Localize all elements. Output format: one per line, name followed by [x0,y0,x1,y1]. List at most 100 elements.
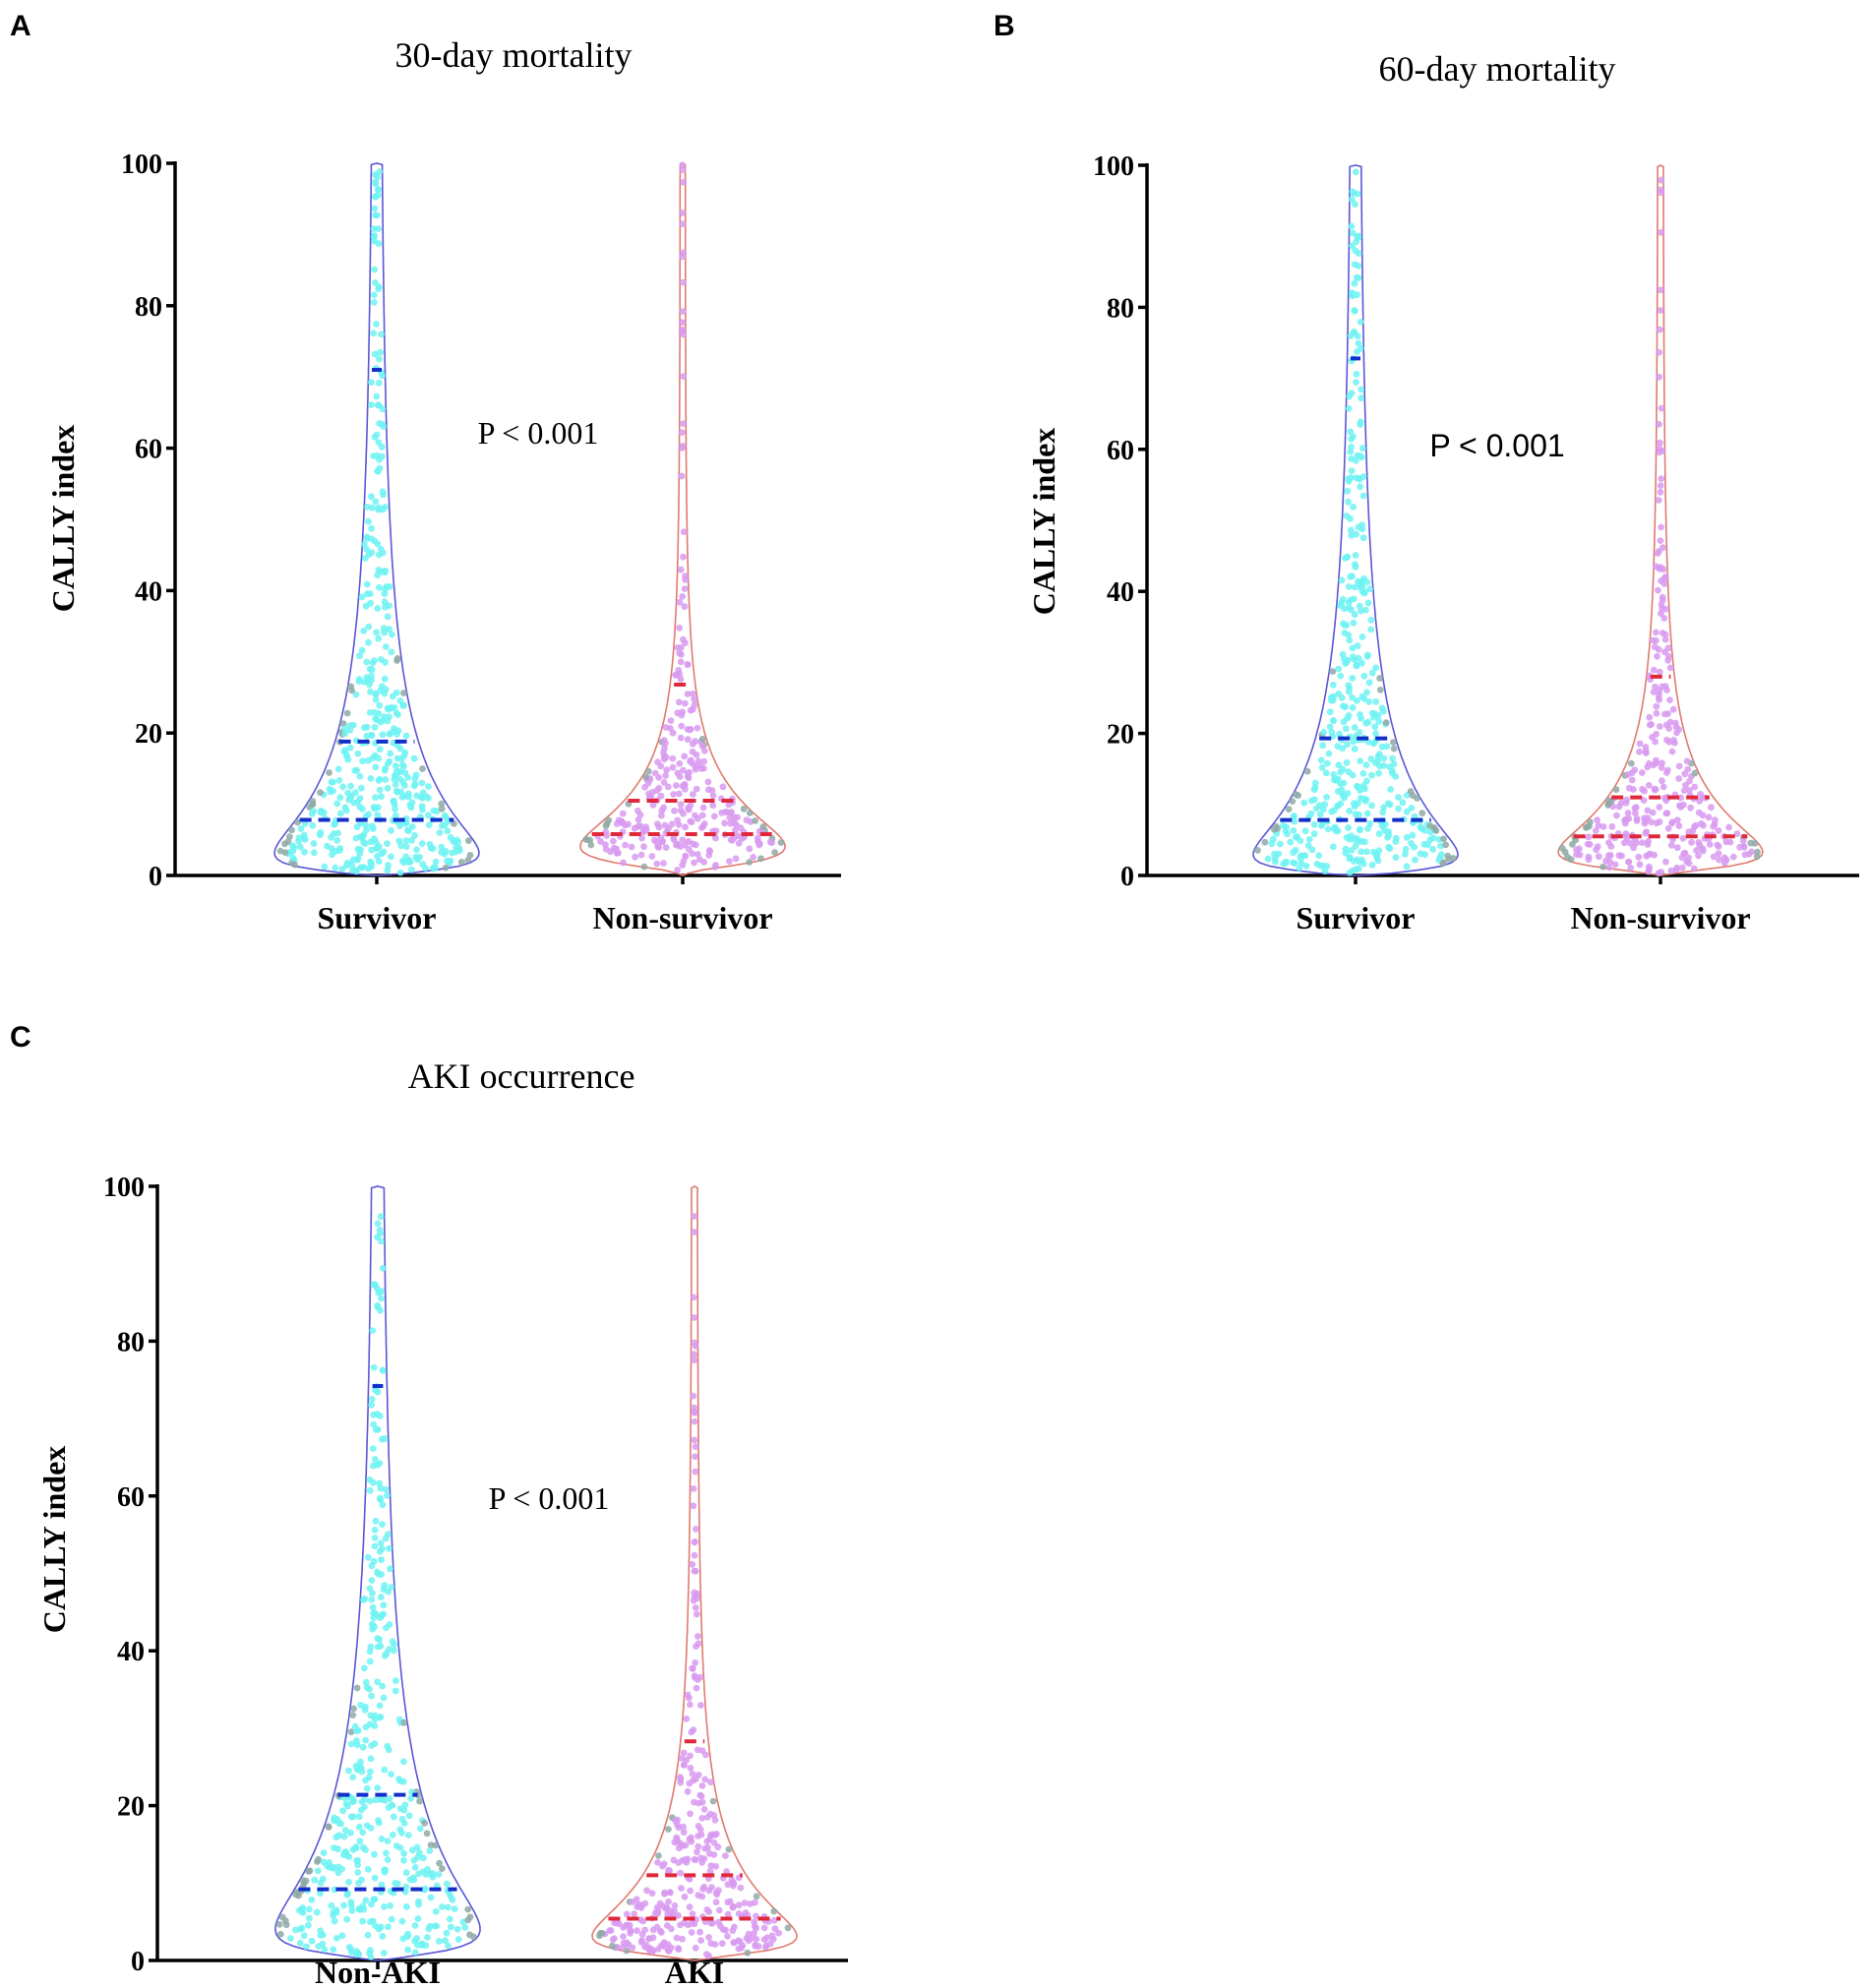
data-point [1323,794,1330,801]
data-point [405,1832,412,1838]
data-point [637,1939,645,1946]
data-point [1585,833,1593,841]
data-point [1359,473,1367,480]
data-point [1627,865,1634,872]
data-point [1656,668,1663,676]
data-point [692,1658,699,1666]
p-value-annotation: P < 0.001 [489,1480,610,1516]
data-point [384,784,392,792]
data-point [363,723,371,731]
data-point [1594,816,1600,824]
data-point [679,593,687,600]
data-point [698,735,706,743]
data-point [700,1806,708,1813]
data-point [731,1923,738,1931]
data-point [729,836,736,844]
data-point [379,452,386,460]
data-point [1297,837,1304,845]
data-point [690,1777,696,1784]
data-point [712,1863,720,1870]
data-point [1648,721,1655,728]
data-point [358,593,366,601]
data-point [1676,802,1683,810]
data-point [361,555,369,562]
data-point [373,845,380,852]
data-point [382,504,389,511]
data-point [338,866,346,873]
data-point [1290,859,1297,867]
data-point [378,793,385,801]
data-point [376,168,384,175]
data-point [606,1927,614,1935]
data-point [427,1870,434,1878]
data-point [1254,847,1261,854]
data-point [352,1951,360,1958]
data-point [1585,856,1593,864]
data-point [1622,832,1630,840]
data-point [342,752,350,759]
data-point [461,1924,469,1931]
y-tick-label: 40 [117,1637,145,1667]
data-point [680,1749,688,1757]
data-point [1409,831,1417,839]
data-point [382,643,390,650]
data-point [1355,783,1361,791]
data-point [694,1633,701,1640]
data-point [1659,777,1665,785]
data-point [320,809,328,816]
data-point [1318,764,1326,771]
data-point [385,1923,392,1931]
data-point [404,773,411,781]
data-point [1654,652,1660,660]
data-point [746,810,754,816]
data-point [661,1889,668,1897]
data-point [367,775,375,782]
data-point [1669,818,1676,826]
data-point [374,1388,382,1396]
data-point [368,822,376,830]
data-point [371,1712,379,1719]
data-point [1375,847,1383,854]
data-point [427,1841,435,1849]
data-point [386,730,393,738]
plot-area: 0 20 40 60 80 100 [1093,151,1859,892]
data-point [321,1946,329,1954]
data-point [385,862,392,869]
data-point [1655,645,1662,653]
data-point [1605,839,1612,846]
data-point [1383,743,1391,751]
data-point [682,823,689,831]
data-point [1348,532,1356,539]
data-point [1658,176,1664,184]
data-point [352,1844,360,1852]
data-point [1349,693,1356,701]
data-point [1659,604,1665,612]
data-point [1344,741,1351,749]
data-point [396,697,404,704]
data-point [385,759,392,767]
data-point [342,1800,350,1807]
data-point [699,1886,706,1893]
data-point [305,1868,313,1875]
data-point [715,1887,722,1895]
data-point [424,812,432,819]
data-point [1605,864,1613,872]
data-point [644,767,652,775]
data-point [1348,832,1356,839]
data-point [1729,853,1737,861]
data-point [1352,561,1358,569]
data-point [380,1586,388,1594]
data-point [694,1833,701,1839]
data-point [700,859,708,866]
data-point [1592,827,1599,834]
data-point [692,1453,698,1461]
data-point [354,1861,362,1869]
data-point [1692,821,1700,829]
data-point [1357,795,1364,802]
data-point [370,225,378,233]
data-point [1594,843,1601,850]
data-point [701,1844,708,1852]
data-point [1575,845,1583,853]
data-point [658,812,665,819]
data-point [365,756,372,764]
